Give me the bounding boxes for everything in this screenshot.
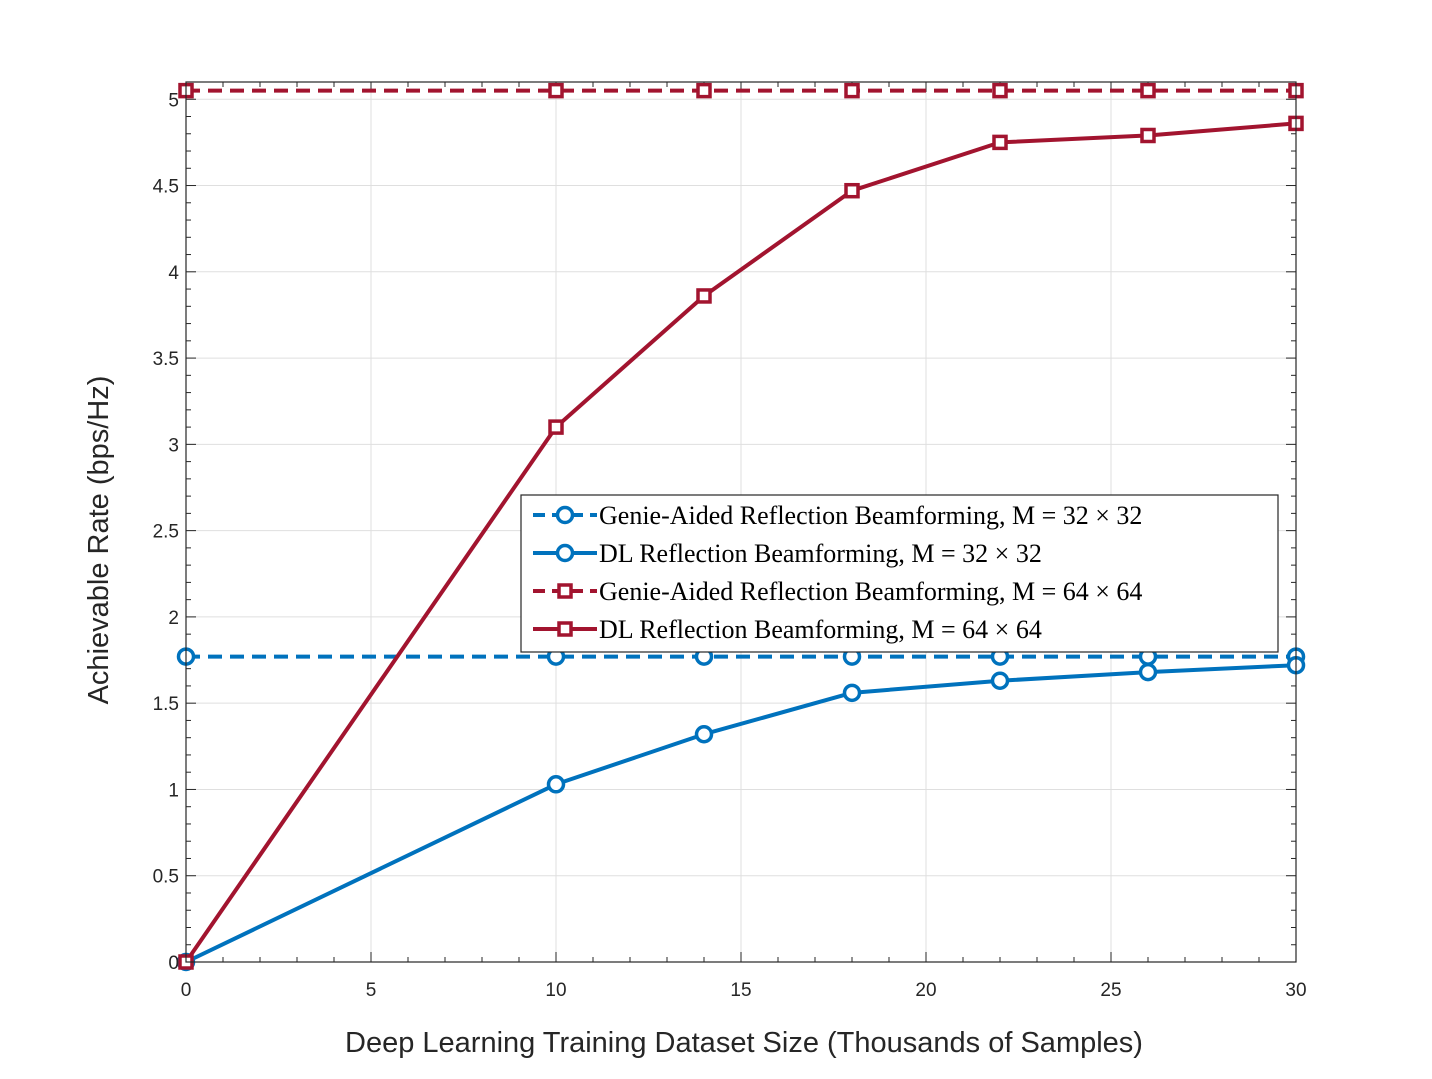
data-point-1-2 [694, 724, 714, 744]
data-point-2-1 [548, 82, 564, 99]
series-3 [178, 115, 1304, 970]
axes-box [185, 81, 1297, 963]
x-tick-label-0: 0 [181, 980, 192, 1001]
legend-marker-3 [557, 621, 573, 637]
data-point-1-1 [546, 775, 566, 794]
x-tick-label-3: 15 [730, 980, 751, 1001]
y-tick-label-10: 5 [168, 90, 179, 111]
legend-label-0: Genie-Aided Reflection Beamforming, M = … [599, 501, 1142, 530]
legend-item-1: DL Reflection Beamforming, M = 32 × 32 [533, 539, 1042, 568]
legend-label-2: Genie-Aided Reflection Beamforming, M = … [599, 577, 1142, 606]
x-tick-label-2: 10 [545, 980, 566, 1001]
legend-label-3: DL Reflection Beamforming, M = 64 × 64 [599, 615, 1042, 644]
x-tick-label-4: 20 [915, 980, 936, 1001]
data-point-2-5 [1140, 82, 1156, 99]
data-point-3-3 [844, 182, 860, 199]
y-tick-label-7: 3.5 [153, 349, 179, 370]
y-tick-label-6: 3 [168, 435, 179, 456]
y-tick-label-2: 1 [168, 780, 179, 801]
x-tick-label-5: 25 [1100, 980, 1121, 1001]
series-layer [176, 82, 1306, 972]
y-tick-labels: 0 0.5 1 1.5 2 2.5 3 3.5 4 4.5 5 [153, 90, 180, 974]
data-point-3-1 [548, 419, 564, 435]
axes-frame [185, 81, 1297, 963]
legend-box [520, 494, 1279, 653]
y-axis-label: Achievable Rate (bps/Hz) [83, 376, 115, 705]
data-point-1-3 [842, 683, 862, 703]
legend-marker-2 [557, 583, 573, 599]
y-tick-label-1: 0.5 [153, 867, 179, 888]
data-point-1-4 [990, 671, 1010, 690]
x-tick-labels: 0 5 10 15 20 25 30 [181, 980, 1307, 1001]
legend-item-0: Genie-Aided Reflection Beamforming, M = … [533, 501, 1142, 530]
series-2 [178, 82, 1304, 99]
y-tick-label-0: 0 [168, 953, 179, 974]
y-tick-label-3: 1.5 [153, 694, 179, 715]
y-tick-label-9: 4.5 [153, 177, 179, 198]
y-tick-label-5: 2.5 [153, 522, 179, 543]
data-point-1-5 [1138, 662, 1158, 682]
data-point-2-4 [992, 82, 1008, 99]
legend-label-1: DL Reflection Beamforming, M = 32 × 32 [599, 539, 1042, 568]
y-tick-label-8: 4 [168, 263, 179, 284]
data-point-2-3 [844, 82, 860, 99]
legend-marker-1 [555, 543, 575, 563]
x-axis-label: Deep Learning Training Dataset Size (Tho… [345, 1027, 1143, 1059]
data-point-2-2 [696, 82, 712, 99]
x-tick-label-6: 30 [1285, 980, 1306, 1001]
legend-item-3: DL Reflection Beamforming, M = 64 × 64 [533, 615, 1042, 644]
x-tick-label-1: 5 [366, 980, 377, 1001]
legend-item-2: Genie-Aided Reflection Beamforming, M = … [533, 577, 1142, 606]
y-tick-label-4: 2 [168, 608, 179, 629]
legend: Genie-Aided Reflection Beamforming, M = … [520, 494, 1279, 653]
data-point-3-5 [1140, 127, 1156, 144]
legend-marker-0 [555, 505, 575, 525]
data-point-3-2 [696, 288, 712, 304]
data-point-3-4 [992, 134, 1008, 151]
